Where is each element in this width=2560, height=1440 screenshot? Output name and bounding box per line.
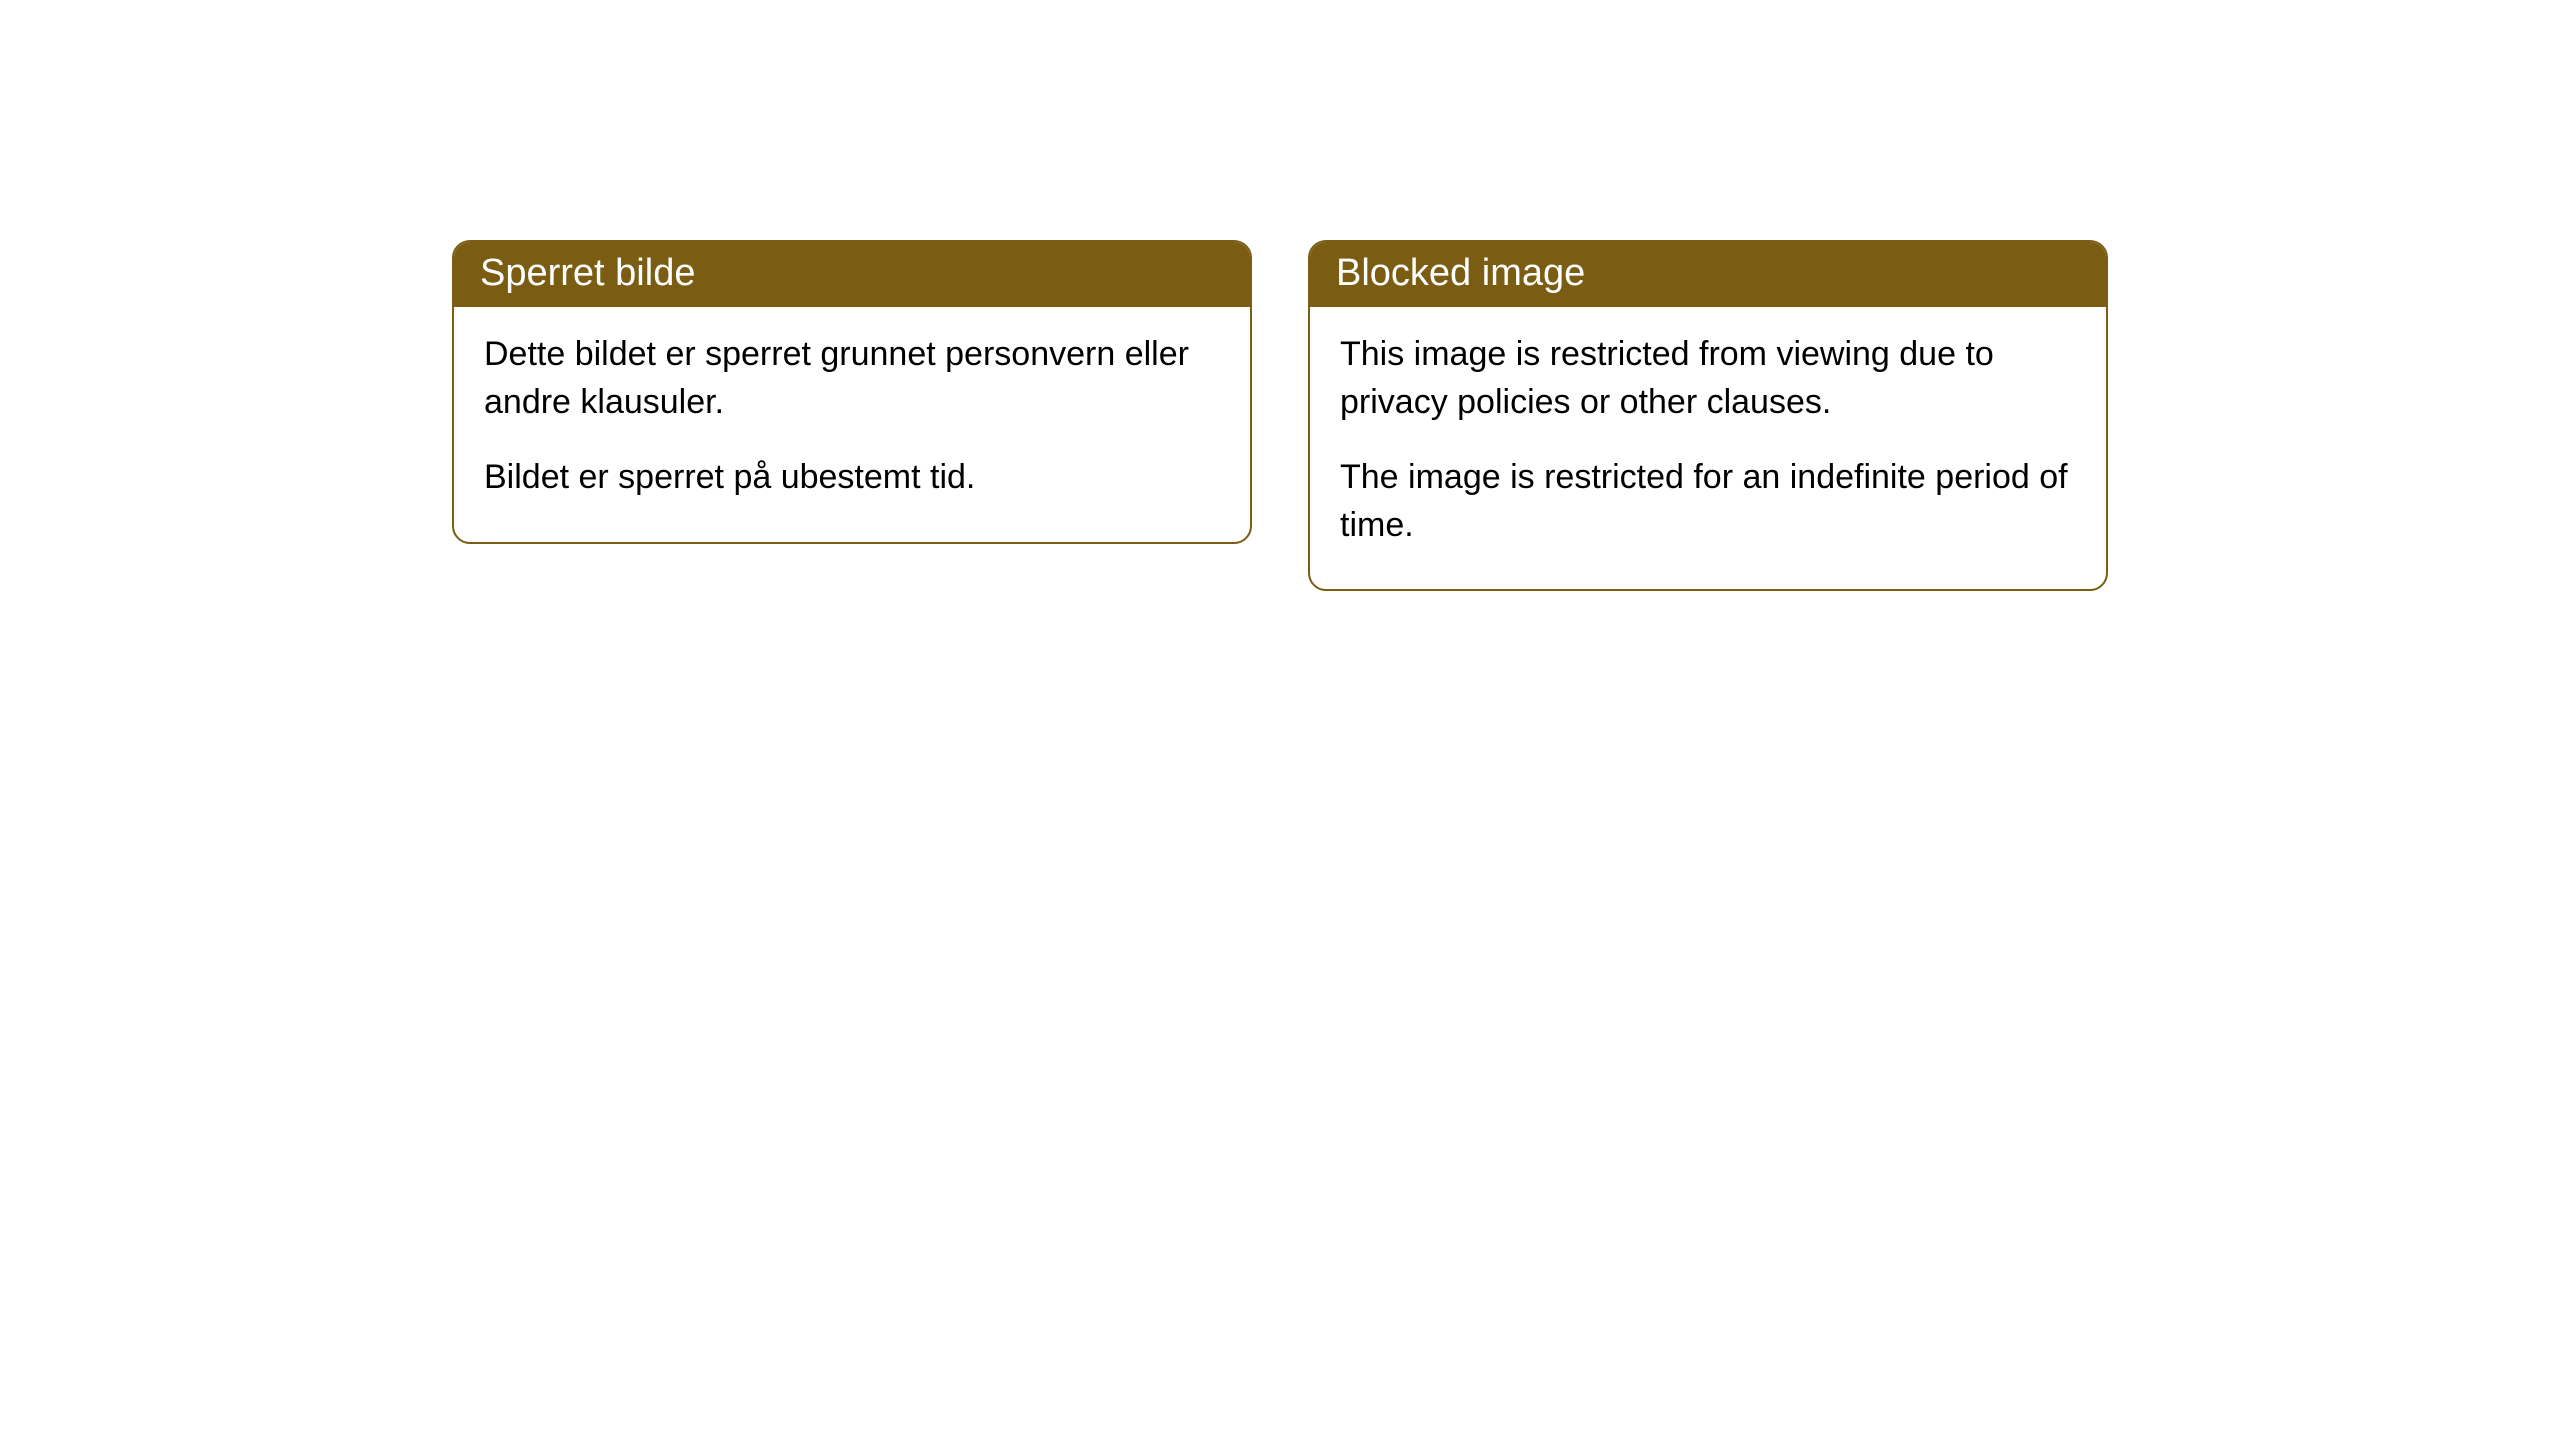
notice-card-norwegian: Sperret bilde Dette bildet er sperret gr… — [452, 240, 1252, 544]
notice-title: Sperret bilde — [480, 252, 695, 294]
notice-paragraph-1: This image is restricted from viewing du… — [1340, 331, 2076, 426]
notice-card-english: Blocked image This image is restricted f… — [1308, 240, 2108, 591]
notice-title: Blocked image — [1336, 252, 1585, 294]
notice-paragraph-2: The image is restricted for an indefinit… — [1340, 454, 2076, 549]
notice-header: Sperret bilde — [454, 242, 1250, 307]
notice-header: Blocked image — [1310, 242, 2106, 307]
notice-body: Dette bildet er sperret grunnet personve… — [454, 307, 1250, 542]
notice-body: This image is restricted from viewing du… — [1310, 307, 2106, 589]
notice-paragraph-1: Dette bildet er sperret grunnet personve… — [484, 331, 1220, 426]
notice-paragraph-2: Bildet er sperret på ubestemt tid. — [484, 454, 1220, 502]
